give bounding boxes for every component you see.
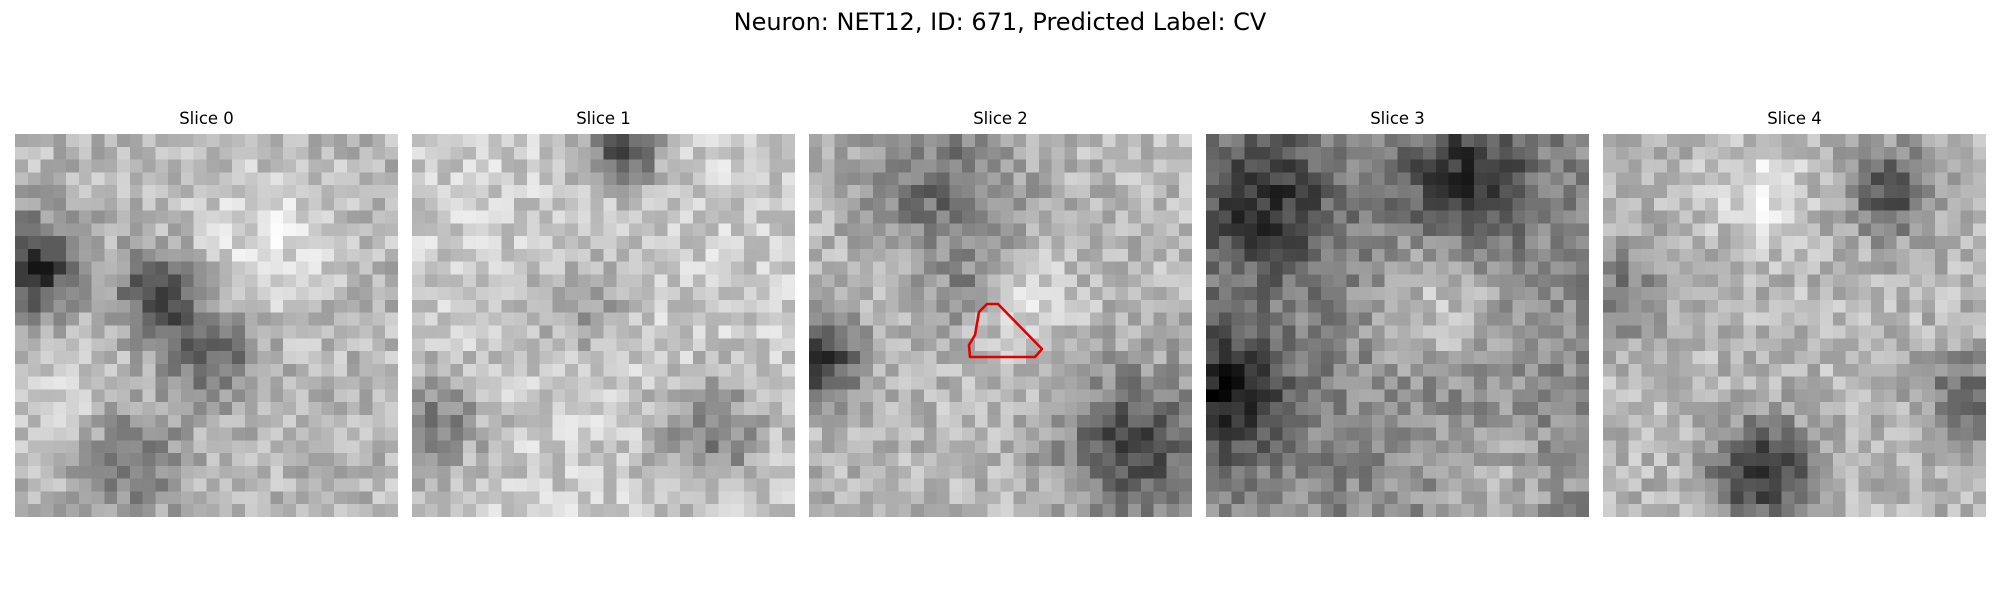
slice-image-4: [1603, 134, 1986, 517]
slice-title-4: Slice 4: [1767, 109, 1822, 128]
slice-image-0: [15, 134, 398, 517]
slice-panel-2: Slice 2: [809, 108, 1192, 517]
slice-title-1: Slice 1: [576, 109, 631, 128]
slice-panel-4: Slice 4: [1603, 108, 1986, 517]
slice-title-3: Slice 3: [1370, 109, 1425, 128]
slice-image-1: [412, 134, 795, 517]
slice-image-2: [809, 134, 1192, 517]
slice-panel-1: Slice 1: [412, 108, 795, 517]
slice-panel-3: Slice 3: [1206, 108, 1589, 517]
figure-title: Neuron: NET12, ID: 671, Predicted Label:…: [733, 8, 1267, 36]
slice-panel-0: Slice 0: [15, 108, 398, 517]
slice-title-0: Slice 0: [179, 109, 234, 128]
slice-image-3: [1206, 134, 1589, 517]
slice-title-2: Slice 2: [973, 109, 1028, 128]
